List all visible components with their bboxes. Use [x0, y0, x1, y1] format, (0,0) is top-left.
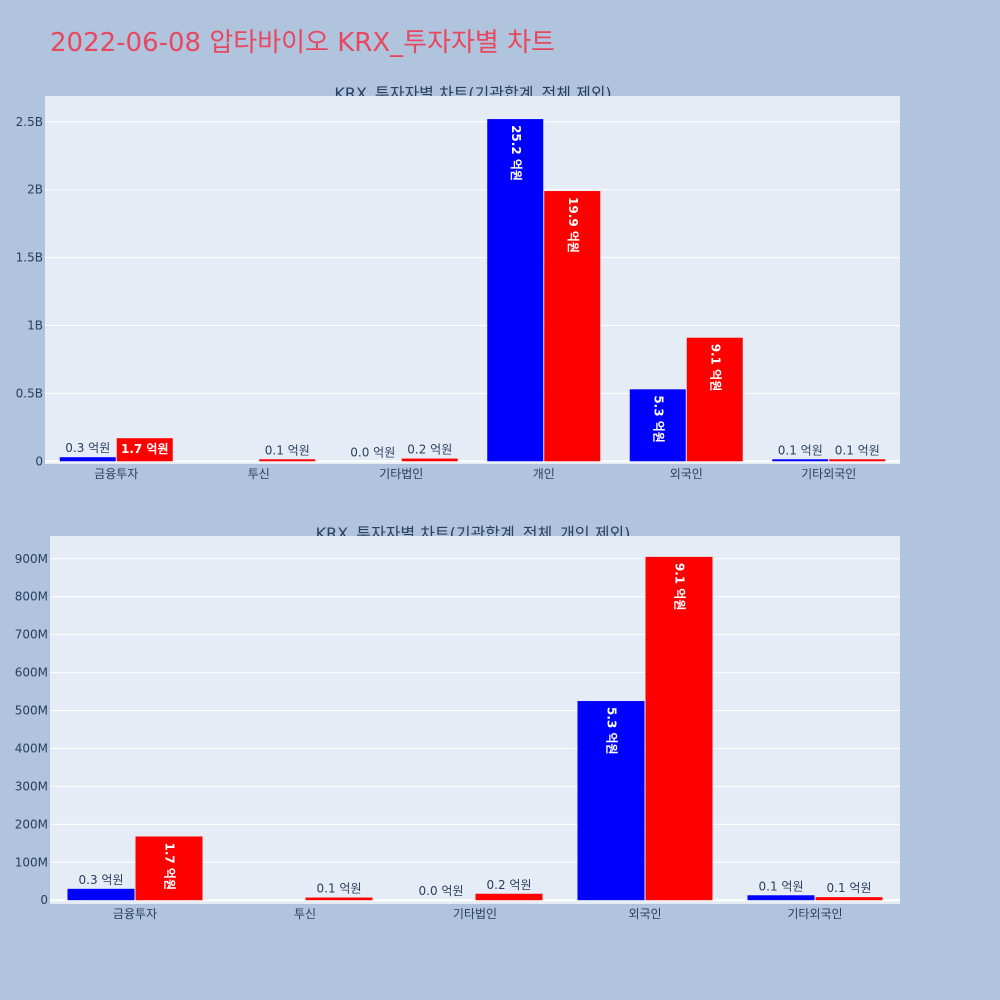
x-tick-label: 기타법인	[379, 467, 423, 481]
bar	[686, 337, 743, 462]
y-tick-label: 0	[40, 893, 48, 907]
data-label: 0.3 억원	[65, 441, 110, 455]
data-label: 9.1 억원	[708, 344, 722, 392]
data-label: 25.2 억원	[509, 125, 523, 181]
x-tick-label: 투신	[294, 907, 316, 921]
y-tick-label: 800M	[15, 590, 48, 604]
data-label: 0.1 억원	[827, 881, 872, 895]
bar	[772, 459, 829, 462]
data-label: 0.1 억원	[265, 443, 310, 457]
y-tick-label: 700M	[15, 628, 48, 642]
y-tick-label: 0	[35, 454, 43, 468]
y-tick-label: 2B	[27, 183, 43, 197]
data-label: 0.1 억원	[759, 879, 804, 893]
x-tick-label: 기타외국인	[787, 907, 842, 921]
bar	[475, 893, 543, 901]
data-label: 0.3 억원	[79, 873, 124, 887]
x-tick-label: 외국인	[670, 467, 703, 481]
y-tick-label: 300M	[15, 779, 48, 793]
x-tick-label: 외국인	[628, 907, 661, 921]
y-tick-label: 2.5B	[16, 115, 43, 129]
x-tick-label: 금융투자	[113, 907, 157, 921]
y-tick-label: 500M	[15, 704, 48, 718]
x-tick-label: 개인	[533, 467, 555, 481]
x-tick-label: 기타법인	[453, 907, 497, 921]
y-tick-label: 200M	[15, 817, 48, 831]
y-tick-label: 900M	[15, 552, 48, 566]
bar	[815, 897, 883, 901]
bar	[645, 556, 713, 901]
data-label: 5.3 억원	[605, 707, 619, 755]
x-tick-label: 투신	[248, 467, 270, 481]
data-label: 1.7 억원	[121, 442, 169, 456]
y-tick-label: 1.5B	[16, 251, 43, 265]
y-tick-label: 100M	[15, 855, 48, 869]
chart-2: 0 100M 200M 300M 400M 500M 600M 700M 800M 900M 금융투…	[15, 536, 900, 921]
data-label: 0.0 억원	[419, 884, 464, 898]
bar	[259, 459, 316, 462]
page-title: 2022-06-08 압타바이오 KRX_투자자별 차트	[50, 28, 555, 58]
data-label: 0.1 억원	[317, 882, 362, 896]
data-label: 5.3 억원	[651, 395, 665, 443]
data-label: 0.1 억원	[835, 443, 880, 457]
bar	[747, 895, 815, 901]
y-tick-label: 1B	[27, 318, 43, 332]
bar	[629, 389, 686, 462]
data-label: 0.2 억원	[407, 443, 452, 457]
data-label: 0.0 억원	[350, 445, 395, 459]
y-tick-label: 600M	[15, 666, 48, 680]
data-label: 1.7 억원	[163, 842, 177, 890]
data-label: 0.1 억원	[778, 443, 823, 457]
data-label: 0.2 억원	[487, 878, 532, 892]
data-label: 19.9 억원	[566, 197, 580, 253]
bar	[544, 191, 601, 462]
bar	[305, 897, 373, 901]
bar	[59, 457, 116, 462]
bar	[487, 119, 544, 462]
bar	[829, 459, 886, 462]
bar	[116, 438, 173, 462]
x-tick-label: 금융투자	[94, 467, 138, 481]
bar	[67, 888, 135, 901]
data-label: 9.1 억원	[673, 563, 687, 611]
y-tick-label: 0.5B	[16, 386, 43, 400]
bar	[135, 836, 203, 901]
y-tick-label: 400M	[15, 741, 48, 755]
bar	[401, 458, 458, 462]
plot-area	[45, 96, 900, 464]
bar	[577, 701, 645, 901]
x-tick-label: 기타외국인	[801, 467, 856, 481]
